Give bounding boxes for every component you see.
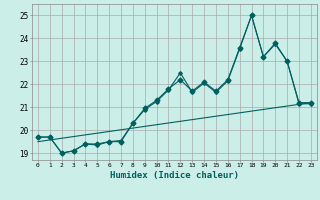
X-axis label: Humidex (Indice chaleur): Humidex (Indice chaleur) bbox=[110, 171, 239, 180]
